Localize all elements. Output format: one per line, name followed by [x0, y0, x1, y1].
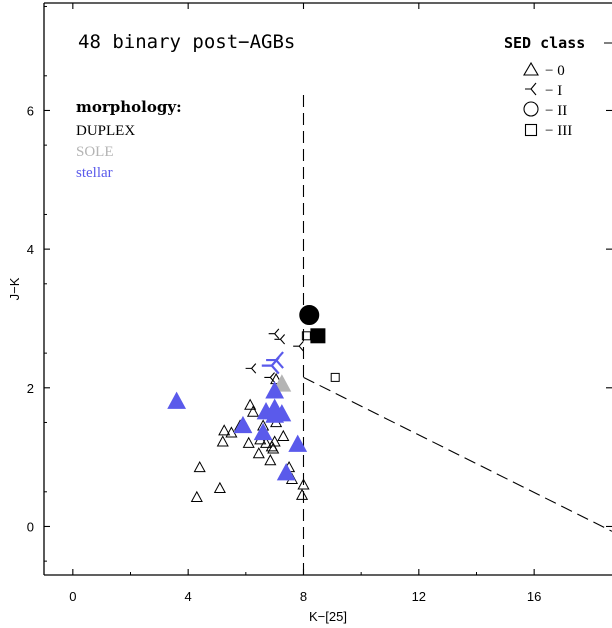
data-point [225, 426, 238, 438]
data-point [277, 429, 290, 441]
y-tick-label: 6 [27, 103, 34, 118]
data-point [218, 424, 231, 436]
data-point [295, 488, 309, 500]
morphology-heading: morphology: [76, 98, 182, 116]
data-point [242, 436, 255, 448]
legend-circle-icon [523, 101, 539, 117]
x-tick-label: 0 [69, 589, 76, 604]
morphology-sole: SOLE [76, 144, 114, 160]
data-point [266, 351, 284, 369]
legend-triangle-icon [523, 61, 539, 76]
data-point [252, 447, 265, 459]
data-point [233, 415, 253, 434]
sed-class-legend: SED class − 0 − I − II − III [504, 34, 612, 139]
legend-entry-class-iii: − III [524, 123, 572, 139]
data-point [276, 463, 296, 481]
data-point [270, 372, 283, 385]
data-points [167, 305, 340, 502]
y-tick-label: 2 [27, 381, 34, 396]
legend-label-class-0: − 0 [545, 63, 565, 79]
legend-square-icon [524, 123, 538, 137]
x-tick-label: 8 [300, 589, 307, 604]
data-point [264, 454, 277, 466]
data-point [268, 328, 280, 339]
y-tick-label: 0 [27, 519, 34, 534]
data-point [301, 331, 311, 341]
x-axis-label: K−[25] [309, 609, 347, 624]
y-axis-label: J−K [7, 277, 22, 300]
x-tick-label: 12 [412, 589, 426, 604]
data-point [253, 422, 273, 441]
plot-frame [43, 2, 612, 576]
x-tick-label: 16 [527, 589, 541, 604]
legend-label-class-ii: − II [545, 103, 567, 119]
data-point [310, 328, 326, 344]
morphology-duplex: DUPLEX [76, 123, 135, 139]
data-point [246, 405, 260, 417]
legend-entry-class-ii: − II [523, 101, 567, 119]
axis-ticks: 0 4 8 12 16 0 2 4 6 [27, 3, 612, 604]
data-point [167, 391, 187, 409]
data-point [330, 372, 340, 382]
data-point [259, 436, 273, 448]
data-point [190, 490, 203, 502]
boundary-line [303, 376, 612, 532]
data-point [264, 372, 275, 383]
data-point [213, 481, 226, 493]
morphology-annotation: morphology: DUPLEX SOLE stellar [76, 98, 182, 181]
morphology-stellar: stellar [76, 165, 113, 181]
legend-title: SED class [504, 34, 585, 52]
legend-tri-left-icon [525, 82, 537, 96]
data-point [267, 442, 280, 454]
legend-label-class-iii: − III [545, 123, 572, 139]
data-point [193, 460, 206, 473]
chart-title: 48 binary post−AGBs [78, 31, 295, 53]
x-tick-label: 4 [185, 589, 192, 604]
data-point [245, 363, 257, 374]
data-point [265, 405, 285, 423]
data-point [268, 435, 281, 447]
boundary-lines [302, 89, 612, 575]
legend-entry-class-0: − 0 [523, 61, 565, 79]
data-point [244, 398, 257, 410]
legend-label-class-i: − I [545, 83, 562, 99]
data-point [293, 341, 304, 352]
data-point [299, 305, 320, 325]
data-point [288, 434, 308, 452]
y-tick-label: 4 [27, 242, 34, 257]
data-point [297, 478, 310, 490]
legend-entry-class-i: − I [525, 82, 562, 99]
data-point [274, 334, 286, 345]
data-point [265, 381, 285, 399]
data-point [216, 435, 229, 447]
